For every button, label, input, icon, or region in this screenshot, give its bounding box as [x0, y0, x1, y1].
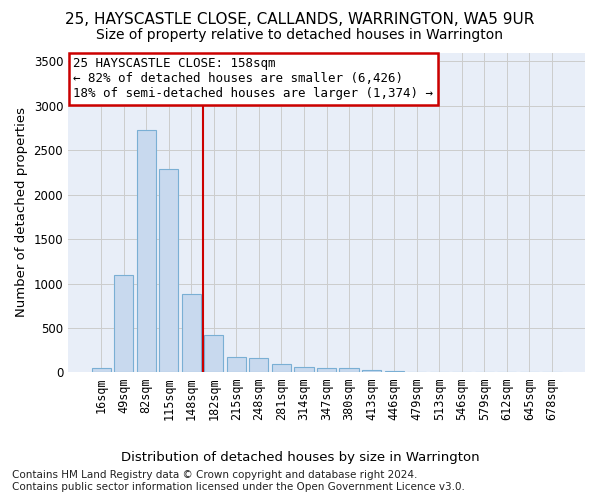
Bar	[340, 368, 359, 372]
Bar	[204, 335, 223, 372]
Text: 25, HAYSCASTLE CLOSE, CALLANDS, WARRINGTON, WA5 9UR: 25, HAYSCASTLE CLOSE, CALLANDS, WARRINGT…	[65, 12, 535, 28]
Bar	[114, 274, 133, 372]
Bar	[92, 368, 110, 372]
Text: Distribution of detached houses by size in Warrington: Distribution of detached houses by size …	[121, 451, 479, 464]
Text: Size of property relative to detached houses in Warrington: Size of property relative to detached ho…	[97, 28, 503, 42]
Bar	[182, 294, 201, 372]
Bar	[137, 130, 156, 372]
Y-axis label: Number of detached properties: Number of detached properties	[15, 108, 28, 318]
Bar	[250, 358, 268, 372]
Bar	[159, 169, 178, 372]
Bar	[362, 370, 381, 372]
Bar	[272, 364, 291, 372]
Bar	[385, 370, 404, 372]
Text: Contains public sector information licensed under the Open Government Licence v3: Contains public sector information licen…	[12, 482, 465, 492]
Bar	[227, 357, 246, 372]
Bar	[295, 366, 314, 372]
Text: 25 HAYSCASTLE CLOSE: 158sqm
← 82% of detached houses are smaller (6,426)
18% of : 25 HAYSCASTLE CLOSE: 158sqm ← 82% of det…	[73, 58, 433, 100]
Text: Contains HM Land Registry data © Crown copyright and database right 2024.: Contains HM Land Registry data © Crown c…	[12, 470, 418, 480]
Bar	[317, 368, 336, 372]
